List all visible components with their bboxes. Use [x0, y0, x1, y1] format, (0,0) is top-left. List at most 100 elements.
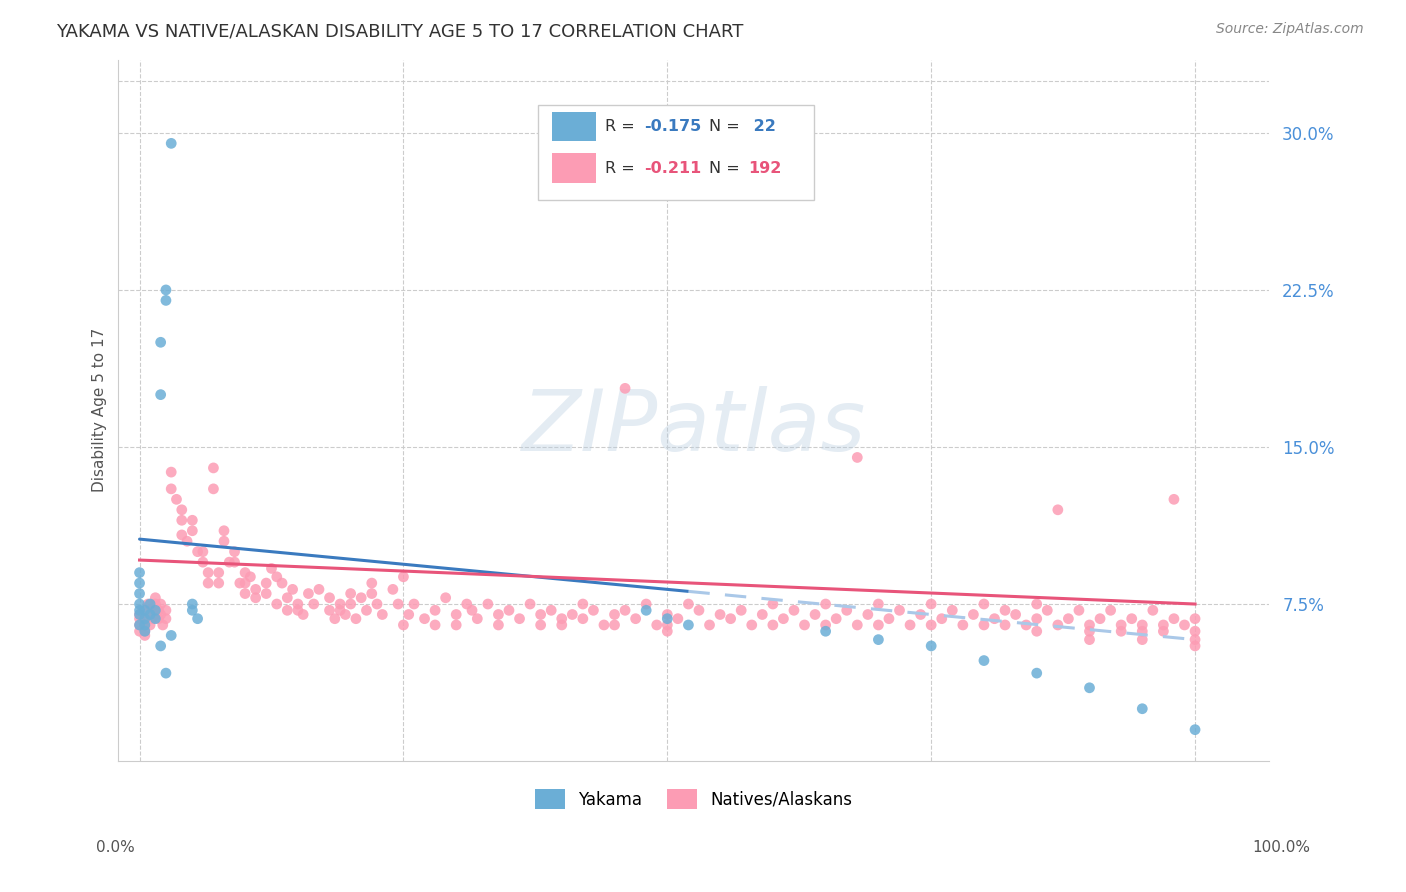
Point	[973, 654, 995, 668]
Point	[1078, 624, 1101, 639]
Point	[276, 591, 298, 605]
Point	[233, 586, 256, 600]
Point	[318, 603, 340, 617]
Text: 192: 192	[748, 161, 782, 176]
Point	[444, 618, 467, 632]
Point	[308, 582, 330, 597]
Point	[149, 639, 172, 653]
Point	[910, 607, 932, 622]
Point	[181, 524, 204, 538]
Point	[136, 597, 159, 611]
Point	[614, 603, 637, 617]
Point	[762, 618, 785, 632]
Point	[1121, 612, 1143, 626]
Point	[551, 618, 574, 632]
Point	[134, 618, 156, 632]
Point	[197, 576, 219, 591]
Point	[593, 618, 616, 632]
Point	[973, 597, 995, 611]
Point	[139, 607, 162, 622]
Point	[1025, 624, 1047, 639]
Point	[344, 612, 367, 626]
Point	[678, 618, 700, 632]
Point	[128, 618, 150, 632]
Point	[1184, 723, 1206, 737]
Point	[134, 618, 156, 632]
Point	[360, 586, 382, 600]
Point	[1088, 612, 1111, 626]
Point	[636, 597, 658, 611]
Point	[254, 586, 277, 600]
Point	[371, 607, 394, 622]
Point	[149, 597, 172, 611]
Point	[666, 612, 689, 626]
Point	[128, 586, 150, 600]
Point	[762, 597, 785, 611]
Point	[994, 618, 1017, 632]
Point	[868, 632, 890, 647]
Point	[276, 603, 298, 617]
Point	[657, 618, 679, 632]
Point	[170, 503, 193, 517]
Point	[868, 618, 890, 632]
Point	[149, 387, 172, 401]
Point	[1078, 618, 1101, 632]
Point	[994, 603, 1017, 617]
Point	[931, 612, 953, 626]
Point	[814, 597, 837, 611]
Point	[339, 597, 361, 611]
Point	[856, 607, 879, 622]
Point	[323, 612, 346, 626]
Point	[134, 628, 156, 642]
Text: 100.0%: 100.0%	[1253, 840, 1310, 855]
Point	[1130, 624, 1153, 639]
Point	[139, 597, 162, 611]
Point	[1036, 603, 1059, 617]
Point	[1163, 492, 1185, 507]
Point	[149, 335, 172, 350]
Point	[465, 612, 488, 626]
Point	[155, 666, 177, 681]
Point	[1130, 618, 1153, 632]
Point	[392, 570, 415, 584]
Point	[224, 555, 246, 569]
Point	[603, 607, 626, 622]
Point	[1152, 618, 1174, 632]
Text: 22: 22	[748, 119, 776, 134]
Text: -0.211: -0.211	[644, 161, 702, 176]
Point	[191, 555, 214, 569]
Point	[139, 607, 162, 622]
Point	[160, 136, 183, 151]
Point	[148, 612, 170, 626]
Point	[128, 607, 150, 622]
Text: 0.0%: 0.0%	[96, 840, 135, 855]
Point	[254, 576, 277, 591]
Point	[145, 591, 167, 605]
Point	[509, 612, 531, 626]
Point	[1163, 612, 1185, 626]
Point	[281, 582, 304, 597]
Point	[155, 612, 177, 626]
Text: -0.175: -0.175	[644, 119, 702, 134]
Point	[530, 607, 553, 622]
Point	[486, 618, 509, 632]
Point	[973, 618, 995, 632]
Point	[212, 534, 235, 549]
Point	[1142, 603, 1164, 617]
Point	[155, 293, 177, 308]
Point	[166, 492, 188, 507]
Point	[202, 461, 225, 475]
Point	[572, 612, 595, 626]
Point	[751, 607, 773, 622]
Point	[318, 591, 340, 605]
Point	[381, 582, 404, 597]
Point	[181, 513, 204, 527]
Bar	[553, 112, 596, 141]
Point	[128, 618, 150, 632]
Point	[208, 576, 231, 591]
Point	[636, 603, 658, 617]
Point	[952, 618, 974, 632]
Point	[423, 618, 446, 632]
Point	[486, 607, 509, 622]
Point	[181, 597, 204, 611]
